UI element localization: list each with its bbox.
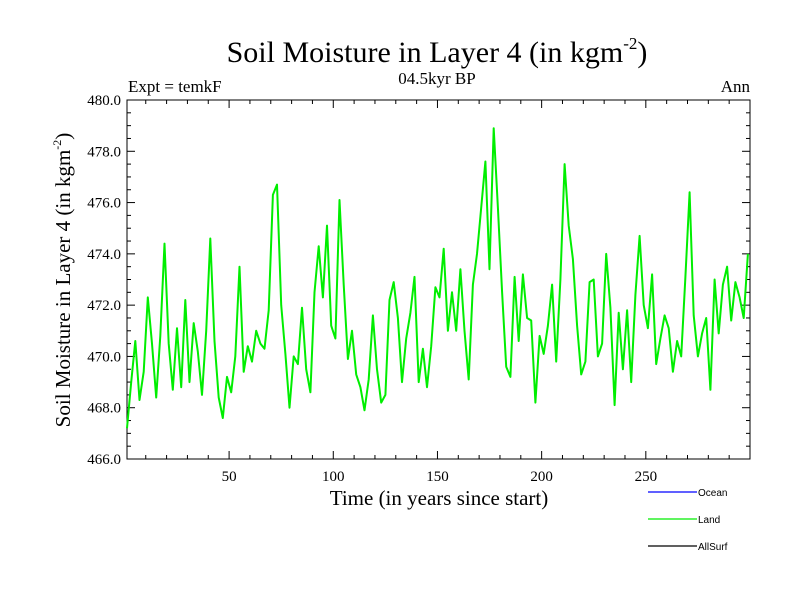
x-tick-label: 100 xyxy=(322,469,345,485)
x-tick-label: 250 xyxy=(635,469,658,485)
x-tick-label: 50 xyxy=(222,469,237,485)
left-subtitle: Expt = temkF xyxy=(128,77,222,96)
y-tick-label: 468.0 xyxy=(87,401,121,417)
y-tick-label: 480.0 xyxy=(87,93,121,109)
x-tick-label: 150 xyxy=(426,469,449,485)
series-line-land xyxy=(126,127,749,429)
y-tick-label: 478.0 xyxy=(87,144,121,160)
right-subtitle: Ann xyxy=(721,77,751,96)
x-tick-label: 200 xyxy=(530,469,553,485)
y-axis-label: Soil Moisture in Layer 4 (in kgm-2) xyxy=(50,133,75,428)
legend-label-allsurf: AllSurf xyxy=(698,542,728,553)
x-axis: 50 100 150 200 250 xyxy=(145,100,730,485)
center-subtitle: 04.5kyr BP xyxy=(398,69,475,88)
y-tick-label: 472.0 xyxy=(87,298,121,314)
y-tick-label: 474.0 xyxy=(87,247,121,263)
x-axis-label: Time (in years since start) xyxy=(330,486,549,510)
y-tick-label: 470.0 xyxy=(87,349,121,365)
y-axis: 466.0 468.0 470.0 472.0 474.0 476.0 478.0 480.0 xyxy=(87,93,750,468)
y-tick-label: 466.0 xyxy=(87,452,121,468)
legend: Ocean Land AllSurf xyxy=(648,488,728,553)
y-tick-label: 476.0 xyxy=(87,196,121,212)
legend-label-ocean: Ocean xyxy=(698,488,727,499)
chart-title: Soil Moisture in Layer 4 (in kgm-2) xyxy=(227,34,648,69)
legend-label-land: Land xyxy=(698,515,720,526)
